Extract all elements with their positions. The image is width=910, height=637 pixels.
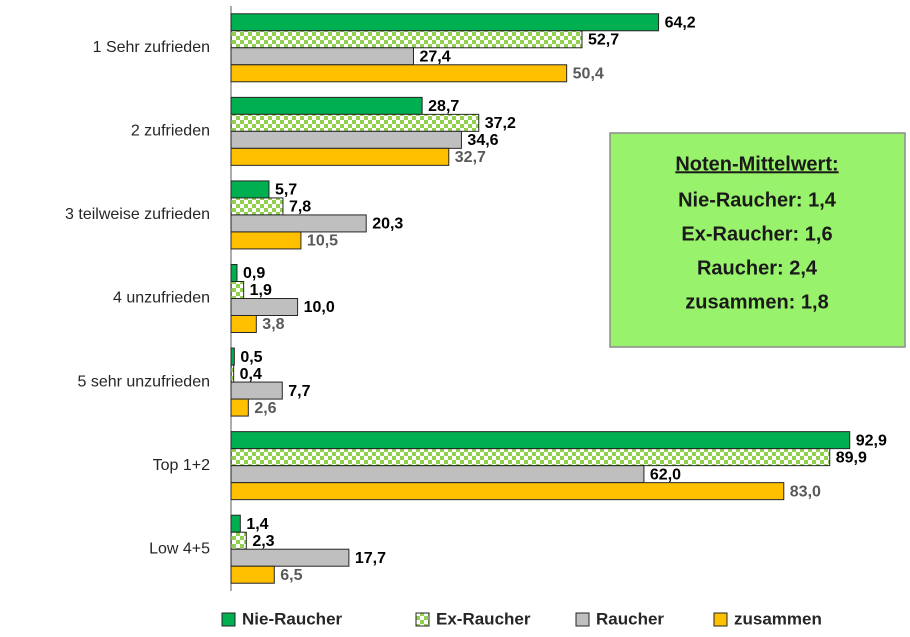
bar	[230, 548, 350, 567]
bar	[230, 214, 367, 233]
bar	[230, 197, 284, 216]
data-label: 64,2	[665, 15, 696, 32]
data-label: 0,5	[240, 349, 262, 366]
annotation-title: Noten-Mittelwert:	[675, 153, 838, 175]
bar	[230, 113, 480, 132]
data-label: 62,0	[650, 466, 681, 483]
data-label: 89,9	[836, 449, 867, 466]
annotation-line: Ex-Raucher: 1,6	[681, 223, 832, 245]
data-label: 20,3	[372, 216, 403, 233]
data-label: 7,8	[289, 199, 311, 216]
bar	[230, 398, 249, 417]
legend-label: zusammen	[734, 609, 822, 628]
annotation-line: Raucher: 2,4	[697, 257, 818, 279]
data-label: 10,0	[304, 299, 335, 316]
category-label: 1 Sehr zufrieden	[93, 39, 210, 56]
data-label: 2,3	[252, 533, 274, 550]
bar	[230, 347, 235, 366]
data-label: 52,7	[588, 32, 619, 49]
bar	[230, 96, 423, 115]
bar	[230, 180, 270, 199]
bar	[230, 431, 851, 450]
annotation-box	[609, 132, 906, 348]
category-label: Top 1+2	[153, 457, 210, 474]
bar	[230, 47, 414, 66]
bar	[230, 315, 257, 333]
bar	[230, 64, 568, 83]
bar	[230, 448, 831, 467]
data-label: 50,4	[573, 66, 604, 83]
bar	[230, 364, 235, 383]
data-label: 0,4	[240, 366, 262, 383]
bar	[230, 147, 450, 166]
annotation-line: Nie-Raucher: 1,4	[678, 189, 837, 211]
data-label: 3,8	[262, 316, 284, 333]
bar	[230, 531, 247, 550]
category-label: 5 sehr unzufrieden	[77, 373, 210, 390]
bar	[230, 465, 645, 484]
data-label: 28,7	[428, 98, 459, 115]
data-label: 83,0	[790, 483, 821, 500]
legend-swatch	[221, 612, 236, 627]
data-label: 92,9	[856, 432, 887, 449]
annotation-line: zusammen: 1,8	[685, 291, 828, 313]
category-label: 3 teilweise zufrieden	[65, 206, 210, 223]
data-label: 17,7	[355, 550, 386, 567]
data-label: 0,9	[243, 265, 265, 282]
bar	[230, 514, 241, 533]
data-label: 27,4	[419, 49, 450, 66]
data-label: 10,5	[307, 233, 338, 250]
data-label: 2,6	[254, 400, 276, 417]
data-label: 5,7	[275, 182, 297, 199]
data-label: 32,7	[455, 149, 486, 166]
data-label: 6,5	[280, 567, 302, 584]
data-label: 34,6	[467, 132, 498, 149]
bar	[230, 565, 275, 584]
legend-label: Nie-Raucher	[242, 609, 343, 628]
data-label: 37,2	[485, 115, 516, 132]
bar	[230, 264, 238, 282]
legend-label: Ex-Raucher	[436, 609, 531, 628]
bar	[230, 130, 462, 149]
bar	[230, 281, 245, 299]
data-label: 7,7	[288, 383, 310, 400]
category-label: Low 4+5	[149, 540, 210, 557]
data-label: 1,9	[250, 282, 272, 299]
legend-swatch	[415, 612, 430, 627]
legend-swatch	[713, 612, 728, 627]
bar	[230, 381, 283, 400]
bar	[230, 482, 785, 501]
category-label: 2 zufrieden	[131, 123, 210, 140]
bar	[230, 30, 583, 49]
data-label: 1,4	[246, 516, 268, 533]
legend-label: Raucher	[596, 609, 664, 628]
bar	[230, 298, 299, 316]
legend-swatch	[575, 612, 590, 627]
bar	[230, 231, 302, 250]
category-label: 4 unzufrieden	[113, 290, 210, 307]
bar	[230, 13, 660, 32]
